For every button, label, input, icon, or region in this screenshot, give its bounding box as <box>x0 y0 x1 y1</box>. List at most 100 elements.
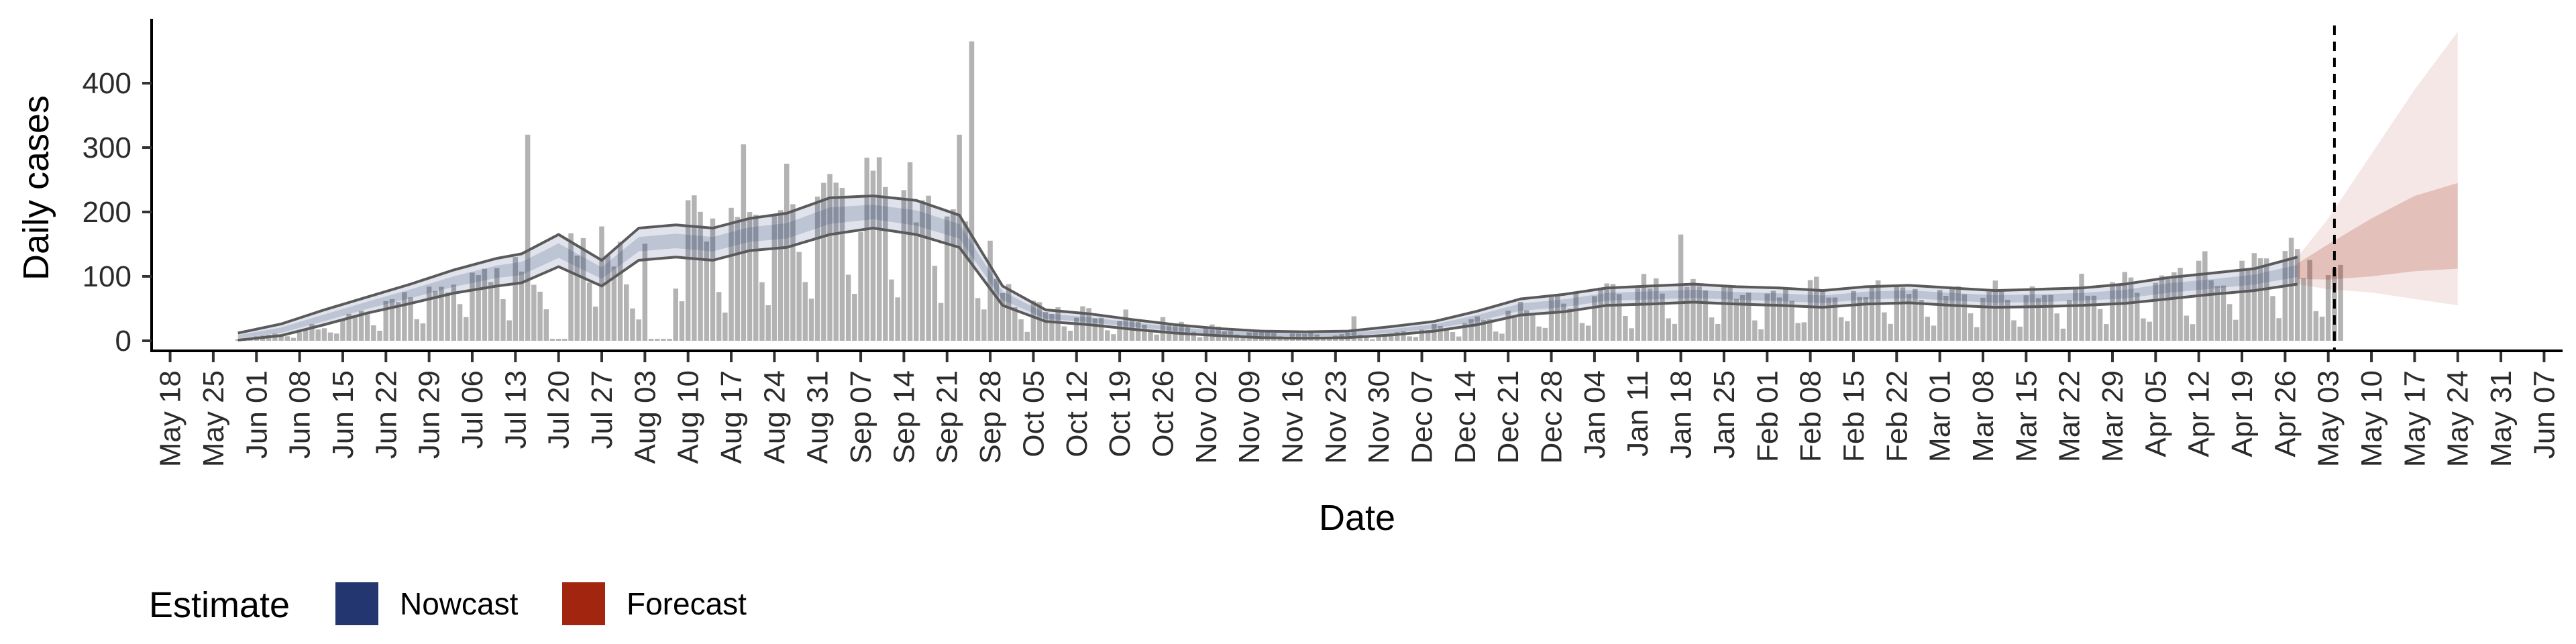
case-bar <box>1888 323 1893 341</box>
case-bar <box>1018 319 1024 341</box>
x-tick-label: Apr 19 <box>2226 370 2259 458</box>
case-bar <box>914 222 919 341</box>
case-bar <box>827 174 833 341</box>
case-bar <box>352 317 358 341</box>
case-bar <box>1845 321 1850 341</box>
case-bar <box>858 232 863 341</box>
case-bar <box>1925 317 1930 341</box>
case-bar <box>2239 260 2245 341</box>
case-bar <box>1388 333 1394 341</box>
x-tick-label: Nov 09 <box>1233 370 1266 464</box>
case-bar <box>2184 315 2189 341</box>
case-bar <box>309 324 315 341</box>
x-tick-label: Oct 19 <box>1104 370 1136 458</box>
nowcast-upper-line <box>237 194 2298 335</box>
case-bar <box>1629 328 1634 341</box>
case-bar <box>1986 291 1992 341</box>
case-bar <box>2060 328 2066 341</box>
case-bar <box>1697 286 1702 341</box>
case-bar <box>402 292 407 341</box>
case-bar <box>759 282 765 341</box>
case-bar <box>593 307 598 341</box>
case-bar <box>802 282 808 341</box>
case-bar <box>235 339 241 341</box>
case-bar <box>1468 319 1474 341</box>
case-bar <box>1382 334 1388 341</box>
case-bar <box>1727 286 1733 341</box>
case-bar <box>821 182 826 341</box>
case-bar <box>1820 292 1825 341</box>
case-bar <box>1962 294 1968 341</box>
x-tick-label: Sep 14 <box>888 370 920 464</box>
case-bar <box>1851 290 1856 341</box>
case-bar <box>1425 330 1431 341</box>
case-bar <box>2147 321 2152 341</box>
case-bar <box>2005 299 2010 341</box>
case-bar <box>1894 285 1899 341</box>
case-bar <box>2214 286 2220 341</box>
case-bar <box>642 244 648 341</box>
x-axis-title: Date <box>1319 498 1395 538</box>
case-bar <box>1043 312 1049 341</box>
case-bar <box>722 312 728 341</box>
x-tick-label: Apr 26 <box>2269 370 2302 458</box>
case-bar <box>1770 290 1776 341</box>
case-bar <box>1968 313 1974 341</box>
case-bar <box>1499 333 1505 341</box>
case-bar <box>1801 322 1807 341</box>
case-bar <box>729 207 734 341</box>
case-bar <box>845 274 851 341</box>
x-tick-label: Jun 22 <box>370 370 402 459</box>
case-bar <box>932 266 938 341</box>
case-bar <box>1795 323 1801 341</box>
case-bar <box>1548 297 1554 341</box>
case-bar <box>1949 288 1955 341</box>
case-bar <box>1678 234 1684 341</box>
case-bar <box>765 305 771 341</box>
x-tick-label: Feb 01 <box>1751 370 1784 462</box>
case-bar <box>2233 319 2239 341</box>
case-bar <box>1832 297 1838 341</box>
case-bar <box>562 339 568 341</box>
case-bar <box>1240 337 1246 341</box>
case-bar <box>2338 264 2343 341</box>
case-bar <box>371 325 376 341</box>
case-bar <box>1142 325 1147 341</box>
case-bar <box>1776 297 1782 341</box>
case-bar <box>636 319 641 341</box>
case-bar <box>655 339 660 341</box>
case-bar <box>1882 312 1887 341</box>
case-bar <box>1049 313 1055 341</box>
x-tick-label: Aug 24 <box>758 370 791 464</box>
case-bar <box>580 237 586 341</box>
case-bar <box>408 297 413 341</box>
case-bar <box>1666 318 1671 341</box>
case-bar <box>2313 311 2319 341</box>
case-bar <box>340 320 345 341</box>
case-bar <box>1610 284 1616 341</box>
case-bar <box>506 320 512 341</box>
case-bar <box>1258 329 1265 341</box>
y-tick-label: 0 <box>115 325 131 358</box>
case-bar <box>2017 326 2023 341</box>
forecast-band-50 <box>2297 182 2458 280</box>
case-bar <box>482 268 488 341</box>
case-bar <box>2066 300 2072 341</box>
case-bar <box>1721 284 1727 341</box>
case-bar <box>327 332 333 341</box>
case-bar <box>2141 318 2146 341</box>
case-bar <box>543 309 549 341</box>
case-bar <box>2079 274 2084 341</box>
case-bar <box>1807 280 1813 341</box>
case-bar <box>248 339 253 341</box>
x-tick-label: Jul 20 <box>543 370 576 449</box>
x-tick-label: Jun 29 <box>413 370 446 459</box>
case-bar <box>1481 319 1487 341</box>
case-bar <box>2035 298 2041 341</box>
case-bar <box>1438 325 1443 341</box>
case-bar <box>525 134 531 341</box>
case-bar <box>1216 326 1221 341</box>
x-tick-label: Oct 12 <box>1061 370 1093 458</box>
case-bar <box>969 41 975 341</box>
case-bar <box>1592 296 1597 341</box>
